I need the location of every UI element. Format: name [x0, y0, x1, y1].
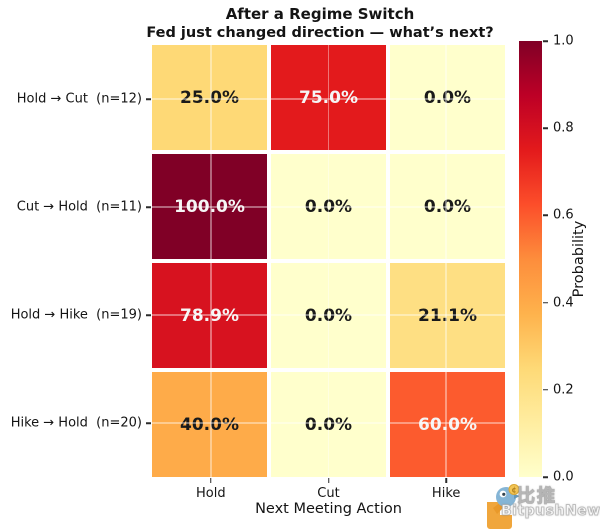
x-axis: Hold Cut Hike — [152, 477, 505, 505]
colorbar-tick-label: 1.0 — [553, 33, 574, 49]
heatmap-cell: 0.0% — [390, 154, 505, 259]
heatmap-cell: 40.0% — [152, 372, 267, 477]
y-tick-label: Hold → Cut (n=12) — [16, 91, 142, 107]
heatmap-cell: 0.0% — [271, 154, 386, 259]
y-tick-label: Cut → Hold (n=11) — [16, 199, 142, 215]
colorbar: 0.0 0.2 0.4 0.6 0.8 1.0 — [519, 34, 574, 485]
plot-area: 25.0% 75.0% 0.0% 100.0% 0.0% 0.0% 78.9% 0.0% 21.… — [152, 45, 505, 477]
x-tick-label: Hike — [431, 486, 461, 501]
heatmap-cell: 75.0% — [271, 45, 386, 150]
heatmap-cell: 100.0% — [152, 154, 267, 259]
colorbar-tick-mark — [543, 476, 548, 478]
x-tick-label: Cut — [317, 486, 340, 501]
heatmap-cell: 78.9% — [152, 263, 267, 368]
heatmap-cell: 0.0% — [390, 45, 505, 150]
y-tick-label: Hold → Hike (n=19) — [10, 307, 142, 323]
watermark-cn-text: 比推 — [517, 486, 557, 508]
x-tick-mark — [327, 478, 330, 483]
colorbar-tick-label: 0.8 — [553, 120, 574, 136]
heatmap-cell: 0.0% — [271, 263, 386, 368]
y-tick-mark — [146, 98, 151, 100]
colorbar-tick-mark — [543, 389, 548, 391]
heatmap-grid: 25.0% 75.0% 0.0% 100.0% 0.0% 0.0% 78.9% 0.0% 21.… — [152, 45, 505, 477]
x-axis-title: Next Meeting Action — [255, 501, 402, 517]
x-tick-mark — [445, 478, 447, 483]
y-axis: Hold → Cut (n=12) Cut → Hold (n=11) Hold →… — [0, 45, 152, 477]
bitpush-logo-icon: ¢ — [487, 484, 520, 529]
heatmap-cell: 60.0% — [390, 372, 505, 477]
chart-title: After a Regime Switch — [225, 5, 415, 23]
chart-title-block: After a Regime Switch Fed just changed d… — [140, 5, 500, 42]
heatmap-cell: 25.0% — [152, 45, 267, 150]
colorbar-tick-mark — [543, 40, 548, 42]
y-tick-mark — [146, 422, 151, 424]
colorbar-tick-mark — [543, 301, 548, 304]
y-tick-mark — [146, 206, 151, 208]
chart-subtitle: Fed just changed direction — what’s next… — [146, 25, 494, 41]
colorbar-tick-label: 0.4 — [553, 295, 574, 311]
colorbar-tick-mark — [543, 214, 548, 217]
x-tick-mark — [210, 478, 212, 483]
colorbar-label: Probability — [571, 220, 587, 298]
svg-text:¢: ¢ — [511, 486, 516, 495]
y-tick-label: Hike → Hold (n=20) — [10, 415, 142, 431]
colorbar-tick-mark — [543, 127, 548, 129]
y-tick-mark — [146, 314, 151, 316]
watermark-en-text: BitpushNews — [500, 503, 600, 520]
colorbar-tick-label: 0.2 — [553, 382, 574, 398]
heatmap-cell: 21.1% — [390, 263, 505, 368]
colorbar-tick-label: 0.6 — [553, 207, 574, 223]
x-tick-label: Hold — [196, 486, 226, 501]
colorbar-tick-label: 0.0 — [553, 469, 574, 485]
watermark: ¢ 比推 BitpushNews — [481, 482, 600, 531]
heatmap-cell: 0.0% — [271, 372, 386, 477]
